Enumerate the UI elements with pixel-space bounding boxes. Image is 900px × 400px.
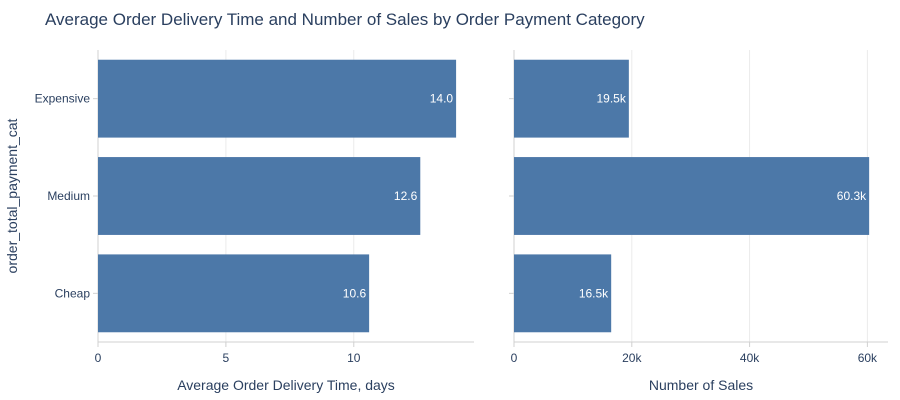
bar-value-label: 12.6 bbox=[394, 189, 418, 203]
panel-2: 19.5k 60.3k 16.5k 0 20k 40k 60k Number of Sales bbox=[509, 50, 888, 393]
bar-medium bbox=[514, 157, 870, 235]
x-tick-label: 0 bbox=[511, 351, 518, 365]
panels: 14.0 Expensive 12.6 Medium 10.6 Cheap 0 5 10 Aver… bbox=[35, 50, 888, 393]
x-axis-title: Number of Sales bbox=[649, 377, 753, 393]
x-tick-label: 5 bbox=[223, 351, 230, 365]
bar-cheap bbox=[98, 254, 370, 333]
x-axis-title: Average Order Delivery Time, days bbox=[177, 377, 395, 393]
bar-value-label: 60.3k bbox=[837, 189, 867, 203]
x-tick-label: 60k bbox=[858, 351, 878, 365]
panel-1: 14.0 Expensive 12.6 Medium 10.6 Cheap 0 5 10 Aver… bbox=[35, 50, 474, 393]
bar-value-label: 10.6 bbox=[343, 286, 367, 300]
bar-value-label: 16.5k bbox=[579, 286, 609, 300]
x-tick-label: 10 bbox=[347, 351, 361, 365]
bar-medium bbox=[98, 157, 421, 235]
bar-value-label: 19.5k bbox=[596, 92, 626, 106]
bar-expensive bbox=[514, 59, 629, 138]
x-tick-label: 20k bbox=[622, 351, 642, 365]
bar-value-label: 14.0 bbox=[430, 92, 454, 106]
bar-cheap bbox=[514, 254, 612, 333]
y-tick-label: Cheap bbox=[55, 286, 91, 300]
chart-title: Average Order Delivery Time and Number o… bbox=[45, 10, 645, 29]
y-tick-label: Expensive bbox=[35, 92, 91, 106]
y-tick-label: Medium bbox=[47, 189, 90, 203]
x-tick-label: 0 bbox=[95, 351, 102, 365]
bar-expensive bbox=[98, 59, 457, 138]
y-axis-title: order_total_payment_cat bbox=[4, 118, 20, 273]
x-tick-label: 40k bbox=[740, 351, 760, 365]
